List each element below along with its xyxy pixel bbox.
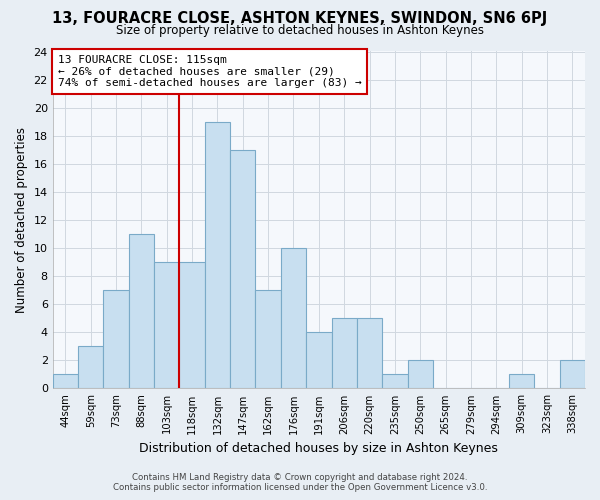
Bar: [53, 374, 78, 388]
Bar: [179, 262, 205, 388]
Bar: [509, 374, 535, 388]
Bar: [407, 360, 433, 388]
Bar: [103, 290, 129, 388]
Bar: [332, 318, 357, 388]
Text: Contains HM Land Registry data © Crown copyright and database right 2024.
Contai: Contains HM Land Registry data © Crown c…: [113, 473, 487, 492]
Y-axis label: Number of detached properties: Number of detached properties: [15, 127, 28, 313]
Bar: [306, 332, 332, 388]
Bar: [154, 262, 179, 388]
Text: 13, FOURACRE CLOSE, ASHTON KEYNES, SWINDON, SN6 6PJ: 13, FOURACRE CLOSE, ASHTON KEYNES, SWIND…: [52, 11, 548, 26]
Text: Size of property relative to detached houses in Ashton Keynes: Size of property relative to detached ho…: [116, 24, 484, 37]
Bar: [281, 248, 306, 388]
X-axis label: Distribution of detached houses by size in Ashton Keynes: Distribution of detached houses by size …: [139, 442, 498, 455]
Bar: [357, 318, 382, 388]
Bar: [205, 122, 230, 388]
Text: 13 FOURACRE CLOSE: 115sqm
← 26% of detached houses are smaller (29)
74% of semi-: 13 FOURACRE CLOSE: 115sqm ← 26% of detac…: [58, 55, 362, 88]
Bar: [382, 374, 407, 388]
Bar: [78, 346, 103, 389]
Bar: [230, 150, 256, 388]
Bar: [129, 234, 154, 388]
Bar: [256, 290, 281, 388]
Bar: [560, 360, 585, 388]
